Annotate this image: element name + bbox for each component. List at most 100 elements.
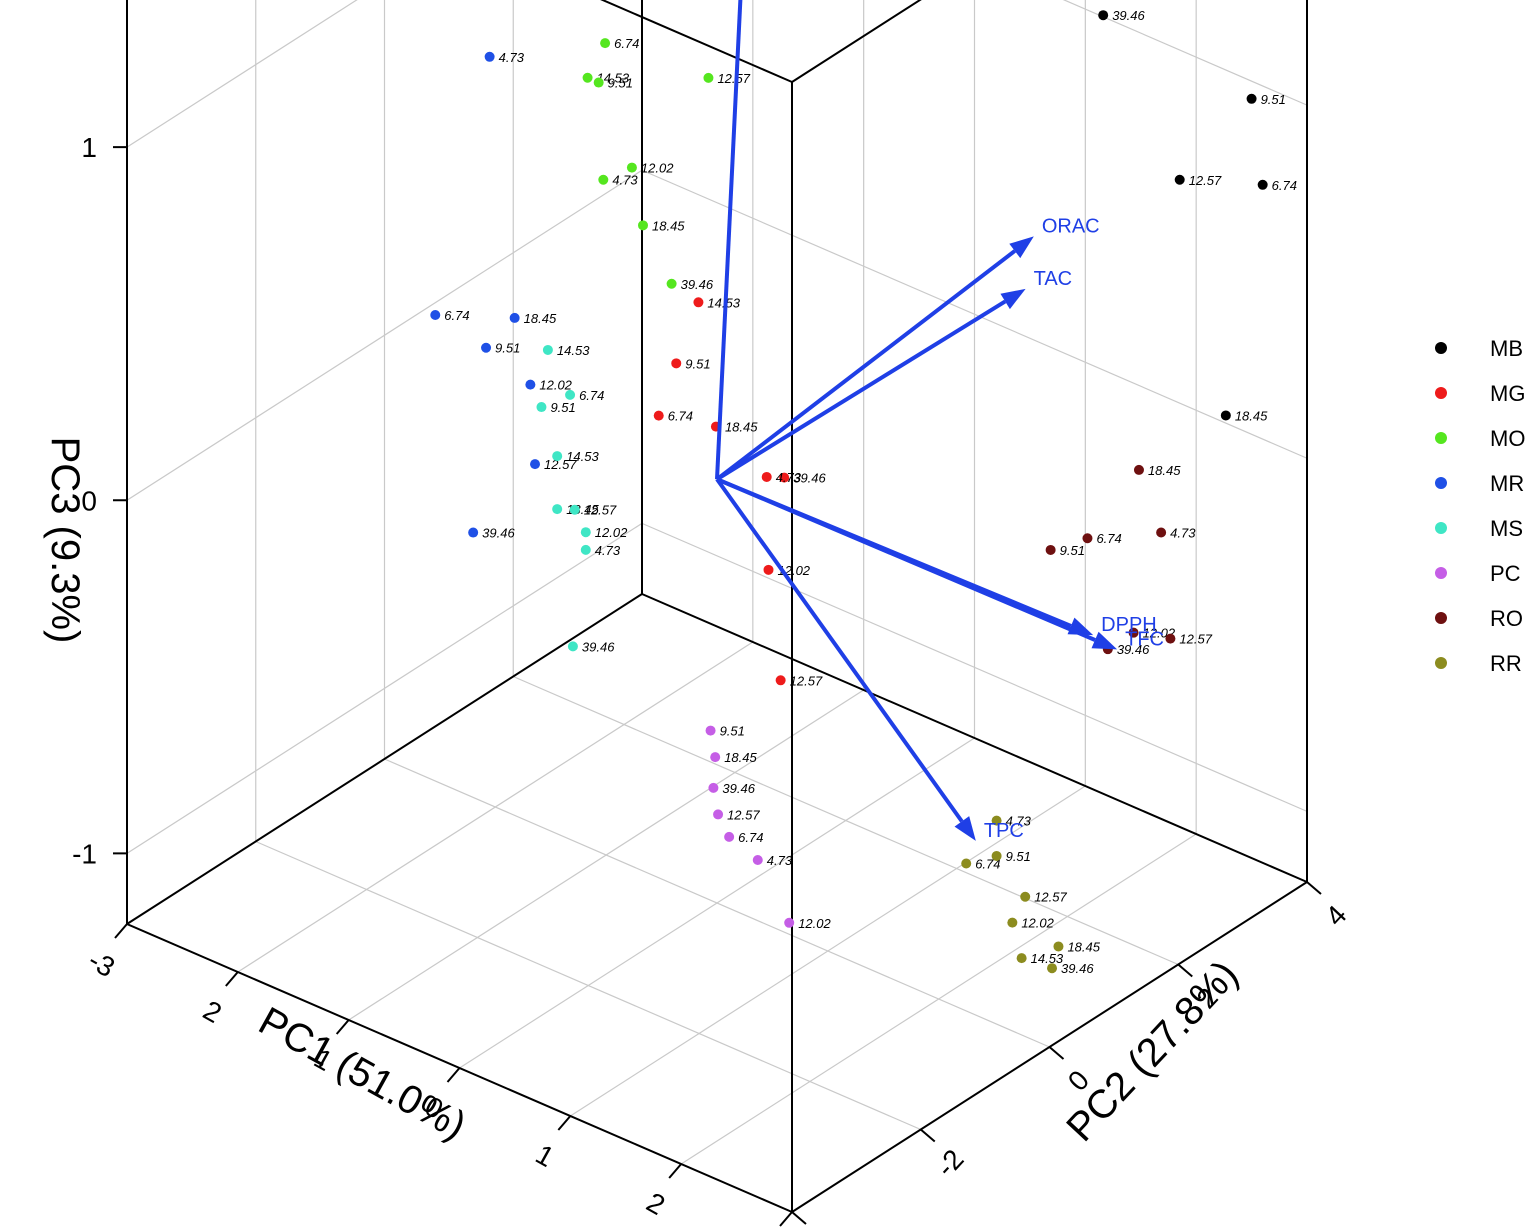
- score-point: [961, 858, 972, 869]
- score-point: [567, 641, 578, 652]
- score-point: [752, 855, 763, 866]
- score-point: [710, 752, 721, 763]
- x-tick: [779, 1211, 793, 1227]
- score-point-label: 9.51: [720, 724, 745, 739]
- legend-label: RR: [1490, 651, 1522, 676]
- score-point: [763, 564, 774, 575]
- score-point-label: 14.53: [597, 71, 630, 86]
- score-point: [552, 504, 563, 515]
- score-point-label: 12.57: [1034, 890, 1067, 905]
- x-tick: [557, 1115, 572, 1131]
- score-point: [761, 471, 772, 482]
- score-point: [703, 72, 714, 83]
- score-points: 12.0214.5339.469.516.7412.5718.4514.539.…: [430, 8, 1297, 976]
- x-tick: [114, 923, 128, 939]
- score-point: [991, 815, 1002, 826]
- score-point-label: 39.46: [1061, 961, 1094, 976]
- score-point-label: 14.53: [566, 449, 599, 464]
- x-tick: [335, 1019, 350, 1035]
- score-point: [708, 782, 719, 793]
- loading-vector: [716, 477, 1096, 642]
- score-point: [430, 310, 441, 321]
- score-point-label: 14.53: [557, 343, 590, 358]
- score-point-label: 9.51: [1006, 849, 1031, 864]
- score-point: [1220, 410, 1231, 421]
- legend-label: MO: [1490, 426, 1525, 451]
- score-point-label: 39.46: [1117, 642, 1150, 657]
- score-point: [468, 527, 479, 538]
- loading-vector: [715, 0, 743, 480]
- score-point-label: 18.45: [1148, 463, 1181, 478]
- score-point: [1045, 544, 1056, 555]
- y-tick: [791, 1211, 807, 1225]
- score-point-label: 6.74: [1096, 531, 1121, 546]
- score-point-label: 4.73: [767, 853, 793, 868]
- score-point: [525, 379, 536, 390]
- score-point-label: 18.45: [652, 218, 685, 233]
- legend-label: MG: [1490, 381, 1525, 406]
- score-point: [784, 917, 795, 928]
- score-point-label: 18.45: [725, 420, 758, 435]
- y-tick: [1306, 881, 1322, 895]
- score-point: [481, 342, 492, 353]
- x-tick: [225, 971, 239, 987]
- score-point-label: 6.74: [668, 409, 693, 424]
- x-tick-label: 2: [641, 1186, 670, 1221]
- loading-label: TPC: [984, 820, 1024, 842]
- legend-marker: [1435, 612, 1447, 624]
- score-point: [1133, 464, 1144, 475]
- score-point: [705, 725, 716, 736]
- legend-label: MB: [1490, 336, 1523, 361]
- legend-marker: [1435, 387, 1447, 399]
- score-point-label: 9.51: [608, 76, 633, 91]
- score-point: [1156, 527, 1167, 538]
- score-point: [1082, 533, 1093, 544]
- grid-line: [641, 169, 1308, 459]
- loading-arrowhead: [1009, 236, 1034, 259]
- loading-arrowhead: [1000, 288, 1026, 310]
- loading-vectors: FRAPORACTACDPPHTFCTPC: [715, 0, 1164, 842]
- x-tick-label: -3: [83, 944, 120, 983]
- y-tick: [920, 1128, 936, 1143]
- score-point-label: 12.57: [1189, 173, 1222, 188]
- score-point: [653, 410, 664, 421]
- score-point-label: 12.02: [798, 916, 831, 931]
- score-point-label: 4.73: [595, 543, 621, 558]
- score-point-label: 9.51: [550, 400, 575, 415]
- score-point: [593, 77, 604, 88]
- grid-line: [1062, 0, 1308, 106]
- score-point-label: 12.57: [584, 503, 617, 518]
- legend-label: MS: [1490, 516, 1523, 541]
- score-point-label: 39.46: [582, 639, 615, 654]
- score-point: [598, 174, 609, 185]
- grid-layer: [126, 0, 1308, 1165]
- y-tick: [1177, 963, 1193, 978]
- score-point-label: 4.73: [1170, 525, 1196, 540]
- score-point-label: 4.73: [499, 50, 525, 65]
- score-point-label: 6.74: [1272, 178, 1297, 193]
- score-point: [1098, 10, 1109, 21]
- grid-line: [126, 522, 643, 854]
- box-edge: [126, 593, 643, 925]
- score-point-label: 39.46: [722, 781, 755, 796]
- score-point: [600, 38, 611, 49]
- score-point: [713, 809, 724, 820]
- score-point: [693, 297, 704, 308]
- score-point-label: 4.73: [1006, 814, 1032, 829]
- score-point-label: 6.74: [579, 388, 604, 403]
- score-point-label: 12.57: [1179, 632, 1212, 647]
- score-point: [509, 312, 520, 323]
- score-point: [569, 504, 580, 515]
- loading-label: TAC: [1034, 268, 1073, 290]
- z-tick-label: -1: [72, 838, 97, 869]
- x-tick-label: 1: [531, 1138, 560, 1173]
- score-point-label: 39.46: [793, 471, 826, 486]
- grid-line: [513, 675, 1179, 966]
- score-point: [582, 72, 593, 83]
- score-point-label: 9.51: [1261, 92, 1286, 107]
- score-point: [1016, 953, 1027, 964]
- box-edge: [791, 0, 922, 83]
- legend-marker: [1435, 342, 1447, 354]
- score-point: [552, 451, 563, 462]
- score-point: [1246, 93, 1257, 104]
